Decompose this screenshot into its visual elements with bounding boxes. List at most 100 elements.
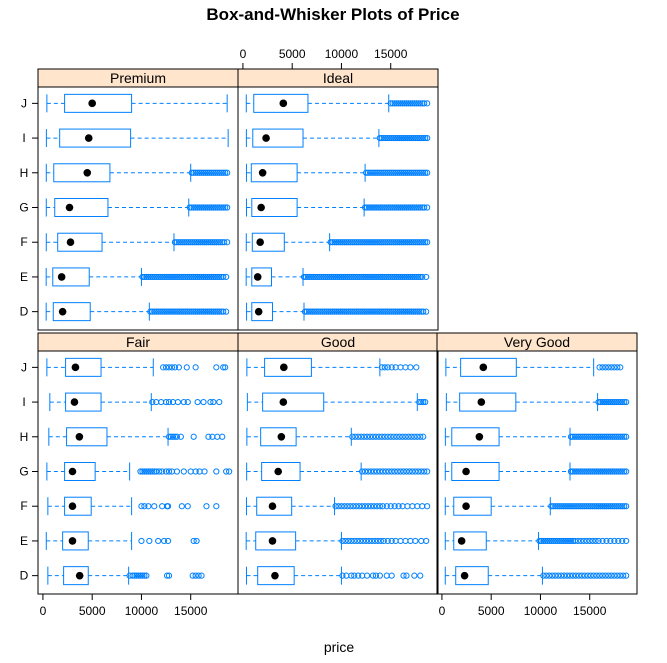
outlier-point (335, 503, 342, 510)
outlier-point (613, 468, 620, 475)
outlier-point (192, 364, 199, 371)
outlier-point (611, 398, 618, 406)
iqr-box (54, 198, 109, 217)
y-tick-label: H (20, 166, 29, 180)
box-H (444, 427, 630, 447)
outlier-point (376, 239, 383, 246)
outlier-point (357, 239, 364, 246)
outlier-point (369, 273, 377, 281)
outlier-point (368, 239, 376, 246)
outlier-point (352, 433, 359, 440)
iqr-box (264, 357, 312, 377)
outlier-point (387, 273, 394, 281)
outlier-point (189, 572, 196, 579)
median-dot (257, 203, 265, 212)
outlier-point (143, 468, 150, 475)
outlier-point (392, 169, 399, 176)
outlier-point (363, 273, 371, 281)
outlier-point (397, 100, 404, 107)
outlier-point (613, 503, 620, 510)
outlier-point (348, 572, 355, 579)
outlier-point (571, 468, 579, 475)
outlier-point (361, 433, 368, 440)
outlier-point (167, 433, 175, 440)
box-G (45, 198, 231, 217)
outlier-point (407, 204, 414, 211)
outlier-point (360, 537, 367, 545)
outlier-point (611, 433, 618, 440)
outlier-point (210, 204, 217, 211)
outlier-point (211, 239, 218, 246)
box-D (45, 302, 230, 322)
outlier-point (185, 239, 192, 246)
outlier-point (574, 537, 581, 545)
outlier-point (605, 468, 612, 475)
outlier-point (178, 503, 185, 510)
outlier-point (613, 398, 620, 406)
outlier-point (184, 308, 191, 315)
outlier-point (339, 537, 346, 545)
outlier-point (577, 503, 584, 510)
outlier-point (413, 100, 420, 107)
outlier-point (584, 572, 591, 579)
outlier-point (583, 537, 590, 545)
outlier-point (571, 503, 579, 510)
median-dot (258, 168, 267, 177)
outlier-point (300, 273, 308, 281)
outlier-point (415, 468, 422, 475)
outlier-point (380, 239, 387, 246)
outlier-point (406, 468, 413, 475)
outlier-point (187, 239, 194, 246)
outlier-point (406, 169, 413, 176)
outlier-point (379, 273, 386, 281)
outlier-point (161, 308, 168, 315)
panel-strip-label: Fair (126, 334, 150, 350)
median-dot (88, 99, 96, 108)
outlier-point (200, 204, 207, 211)
outlier-point (384, 169, 391, 176)
outlier-point (176, 273, 183, 281)
outlier-point (188, 204, 195, 211)
outlier-point (369, 433, 377, 440)
outlier-point (406, 134, 413, 142)
outlier-point (596, 572, 603, 579)
outlier-point (151, 273, 158, 281)
iqr-box (453, 531, 487, 551)
outlier-point (408, 134, 415, 142)
iqr-box (262, 392, 325, 412)
y-tick-label: F (20, 499, 27, 513)
outlier-point (164, 503, 172, 510)
outlier-point (611, 468, 618, 475)
median-dot (75, 571, 84, 580)
box-E (245, 267, 430, 287)
outlier-point (203, 503, 210, 510)
outlier-point (366, 433, 374, 440)
outlier-point (210, 273, 217, 281)
outlier-point (186, 308, 193, 315)
outlier-point (601, 433, 608, 440)
median-dot (75, 432, 84, 441)
outlier-point (393, 273, 400, 281)
outlier-point (305, 308, 313, 315)
outlier-point (195, 572, 202, 579)
outlier-point (602, 364, 609, 371)
outlier-point (204, 308, 211, 315)
box-D (245, 566, 424, 586)
median-dot (256, 238, 264, 247)
iqr-box (451, 427, 500, 447)
outlier-point (621, 398, 628, 406)
outlier-point (614, 572, 621, 579)
outlier-point (206, 169, 213, 176)
outlier-point (377, 273, 384, 281)
outlier-point (621, 503, 628, 510)
outlier-point (536, 537, 543, 545)
box-I (49, 392, 223, 412)
outlier-point (180, 273, 187, 281)
outlier-point (182, 308, 189, 315)
outlier-point (416, 398, 423, 406)
outlier-point (343, 308, 350, 315)
outlier-point (424, 204, 431, 211)
outlier-point (331, 239, 338, 246)
outlier-point (209, 239, 216, 246)
